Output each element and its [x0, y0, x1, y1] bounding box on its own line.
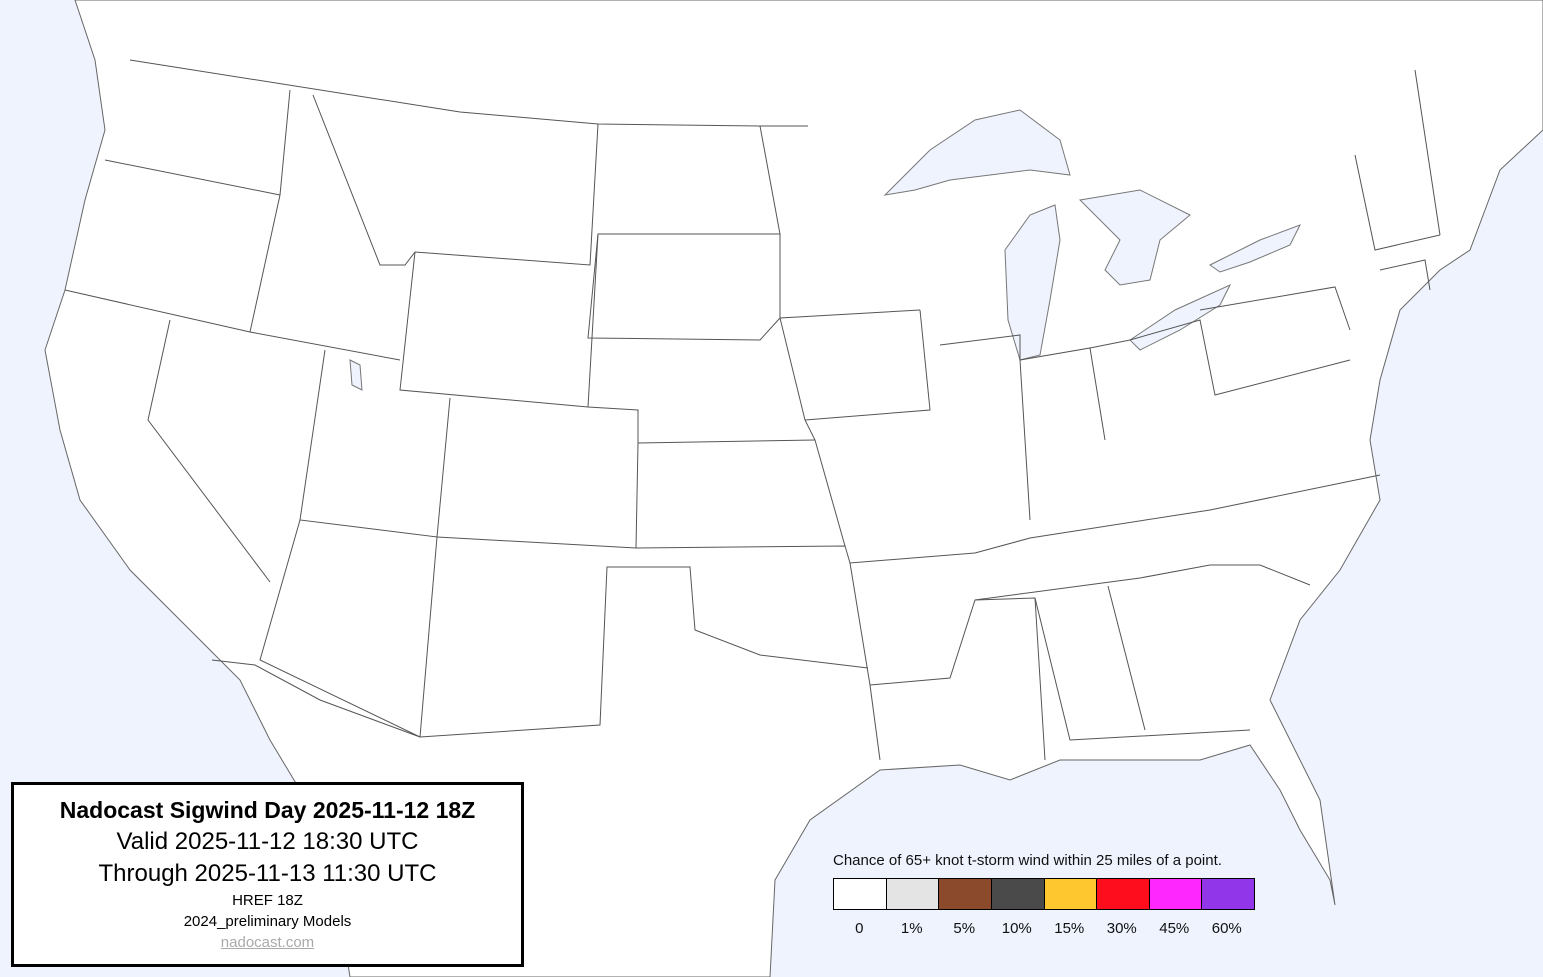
legend-label: 60%: [1211, 920, 1242, 937]
legend-label: 0: [855, 920, 864, 937]
legend-swatch: [991, 879, 1045, 909]
valid-time: Valid 2025-11-12 18:30 UTC: [116, 828, 419, 855]
legend-labels: 0 1% 5% 10% 15% 30% 45% 60%: [833, 920, 1253, 937]
model-name: HREF 18Z: [232, 892, 303, 909]
forecast-info-box: Nadocast Sigwind Day 2025-11-12 18Z Vali…: [11, 782, 524, 967]
legend-label: 45%: [1159, 920, 1190, 937]
nadocast-link[interactable]: nadocast.com: [220, 934, 315, 951]
legend-label: 15%: [1054, 920, 1085, 937]
probability-legend: Chance of 65+ knot t-storm wind within 2…: [833, 852, 1273, 937]
forecast-title: Nadocast Sigwind Day 2025-11-12 18Z: [59, 797, 476, 823]
legend-swatch: [1202, 879, 1254, 909]
land: [44, 0, 1543, 977]
legend-label: 5%: [953, 920, 976, 937]
legend-label: 10%: [1001, 920, 1032, 937]
legend-swatch: [834, 879, 887, 909]
great-lakes: [349, 109, 1302, 391]
state-borders: [64, 59, 1441, 761]
legend-caption: Chance of 65+ knot t-storm wind within 2…: [833, 852, 1222, 869]
models-version: 2024_preliminary Models: [183, 913, 352, 930]
legend-swatch: [1044, 879, 1098, 909]
legend-swatch: [939, 879, 992, 909]
legend-color-bar: [833, 878, 1255, 910]
legend-swatch: [1097, 879, 1150, 909]
legend-swatch: [1149, 879, 1203, 909]
through-time: Through 2025-11-13 11:30 UTC: [98, 860, 437, 887]
legend-label: 30%: [1106, 920, 1137, 937]
legend-label: 1%: [900, 920, 923, 937]
legend-swatch: [886, 879, 940, 909]
